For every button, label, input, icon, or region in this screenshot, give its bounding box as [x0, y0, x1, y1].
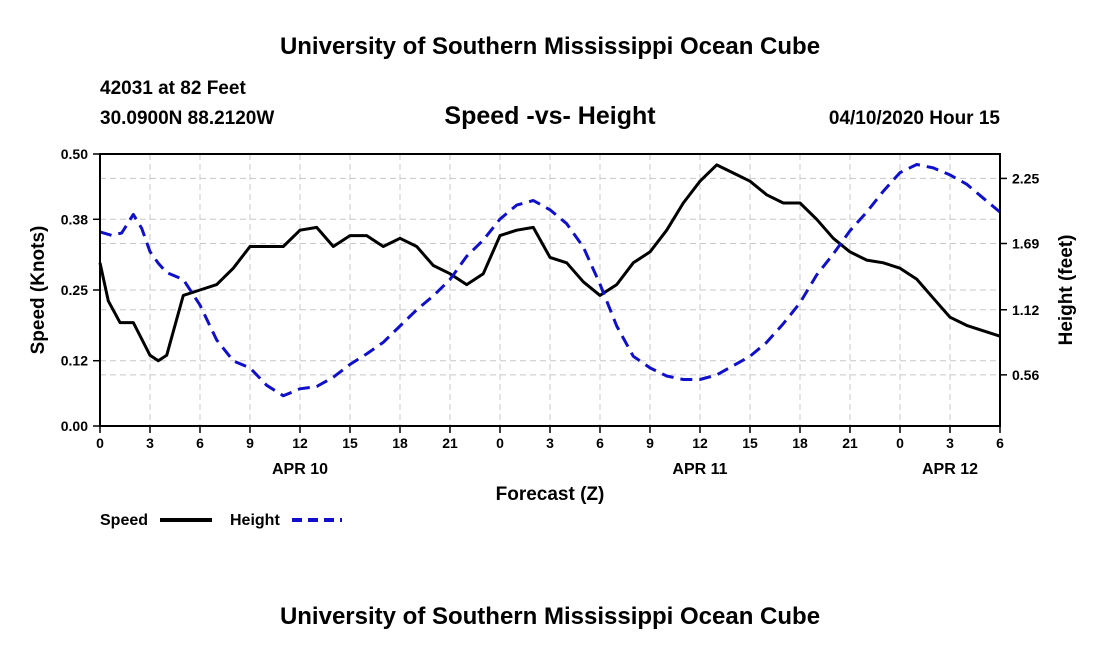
legend-label-speed: Speed — [100, 512, 148, 529]
y-left-tick-label: 0.38 — [61, 211, 88, 227]
y-right-tick-label: 1.69 — [1012, 236, 1039, 252]
x-tick-label: 12 — [692, 435, 708, 451]
x-tick-label: 21 — [442, 435, 458, 451]
x-tick-label: 3 — [546, 435, 554, 451]
y-left-tick-label: 0.00 — [61, 418, 88, 434]
x-tick-label: 12 — [292, 435, 308, 451]
axis-ticks: 0 3 6 9 12 15 18 21 0 3 6 9 12 15 18 21 0 3 6 0.00 0.12 0.25 0… — [61, 146, 1040, 478]
y-axis-right-title: Height (feet) — [1056, 235, 1077, 346]
x-tick-label: 18 — [792, 435, 808, 451]
series-line-speed — [98, 163, 1001, 363]
date-label: APR 10 — [272, 461, 328, 478]
x-tick-label: 21 — [842, 435, 858, 451]
x-tick-label: 6 — [996, 435, 1004, 451]
x-tick-label: 0 — [96, 435, 104, 451]
x-tick-label: 3 — [946, 435, 954, 451]
footer-title: University of Southern Mississippi Ocean… — [280, 603, 820, 630]
x-tick-label: 9 — [246, 435, 254, 451]
coordinates-label: 30.0900N 88.2120W — [100, 108, 274, 129]
chart-title: Speed -vs- Height — [444, 102, 656, 130]
x-tick-label: 15 — [742, 435, 758, 451]
x-tick-label: 6 — [196, 435, 204, 451]
date-label: APR 12 — [922, 461, 978, 478]
x-tick-label: 0 — [496, 435, 504, 451]
page-title: University of Southern Mississippi Ocean… — [280, 33, 820, 60]
x-tick-label: 9 — [646, 435, 654, 451]
series-line-height — [99, 163, 1001, 398]
y-left-tick-label: 0.12 — [61, 353, 88, 369]
y-right-tick-label: 1.12 — [1012, 302, 1039, 318]
x-tick-label: 15 — [342, 435, 358, 451]
series-layer — [98, 163, 1001, 398]
y-left-tick-label: 0.50 — [61, 146, 88, 162]
legend: Speed Height — [100, 512, 342, 529]
x-axis-title: Forecast (Z) — [496, 484, 605, 505]
grid-lines — [100, 154, 1000, 426]
x-tick-label: 0 — [896, 435, 904, 451]
date-label: APR 11 — [672, 461, 727, 478]
legend-label-height: Height — [230, 512, 280, 529]
run-time-label: 04/10/2020 Hour 15 — [829, 108, 1001, 129]
y-axis-left-title: Speed (Knots) — [28, 226, 49, 355]
station-label: 42031 at 82 Feet — [100, 78, 246, 99]
x-tick-label: 18 — [392, 435, 408, 451]
x-tick-label: 6 — [596, 435, 604, 451]
y-right-tick-label: 0.56 — [1012, 367, 1039, 383]
x-tick-label: 3 — [146, 435, 154, 451]
y-right-tick-label: 2.25 — [1012, 170, 1039, 186]
y-left-tick-label: 0.25 — [61, 282, 88, 298]
